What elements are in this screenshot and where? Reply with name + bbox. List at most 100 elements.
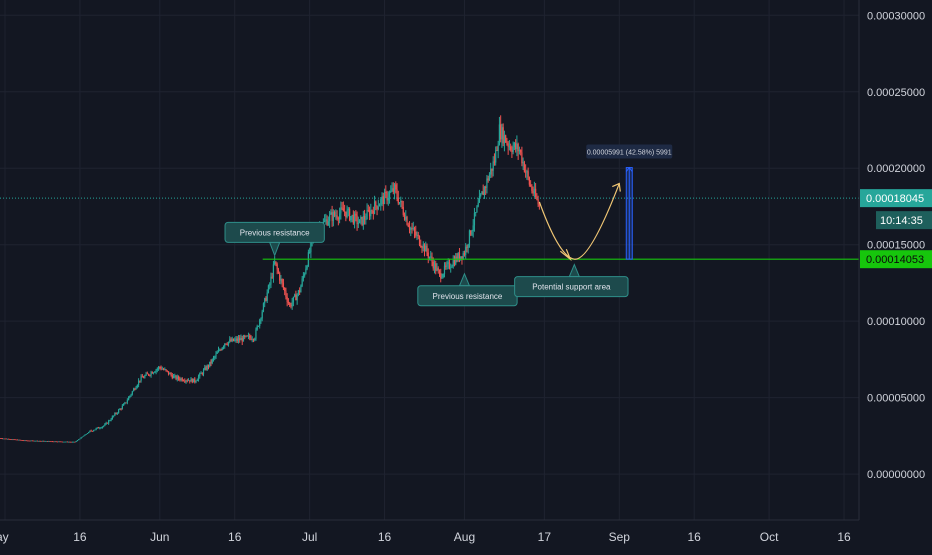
candle-up (156, 368, 158, 370)
candle-up (132, 388, 135, 392)
candle-down (342, 208, 344, 212)
candle-down (279, 273, 281, 281)
candle-down (74, 441, 76, 443)
candle-down (252, 339, 255, 341)
candle-up (366, 209, 368, 220)
candle-down (382, 196, 384, 205)
measure-label-bg (586, 144, 673, 159)
candle-up (79, 438, 81, 440)
price-axis[interactable]: 0.00030000 0.00025000 0.00020000 0.00015000… (858, 0, 932, 520)
candle-up (224, 343, 226, 347)
candle-down (207, 365, 210, 367)
candle-down (26, 440, 29, 442)
candle-down (413, 228, 416, 232)
candle-down (371, 210, 373, 211)
candle-up (301, 278, 303, 286)
candle-down (502, 127, 504, 144)
candle-up (261, 311, 263, 319)
candle-up (206, 365, 208, 370)
candle-up (387, 197, 389, 201)
candle-down (290, 304, 292, 307)
candle-up (99, 428, 101, 429)
candle-up (35, 440, 37, 442)
candle-up (310, 242, 312, 253)
candle-down (453, 260, 456, 265)
candle-down (66, 441, 69, 443)
candle-up (88, 432, 90, 434)
candle-up (130, 394, 132, 396)
candle-up (365, 219, 367, 220)
candle-up (24, 440, 26, 442)
candle-down (175, 375, 177, 380)
time-tick-label: Jul (302, 530, 317, 544)
candle-down (426, 245, 428, 253)
price-tick-label: 0.00025000 (867, 87, 925, 99)
candle-up (126, 400, 128, 403)
candle-down (284, 287, 286, 292)
projection-arrow-up (612, 182, 621, 192)
candle-up (501, 127, 503, 140)
candle-down (406, 216, 408, 225)
candle-up (229, 339, 231, 342)
candle-up (11, 439, 14, 441)
candle-up (108, 420, 110, 424)
candle-down (418, 236, 421, 246)
candle-down (368, 210, 371, 217)
candle-up (516, 144, 518, 150)
candle-up (174, 375, 176, 377)
candle-up (377, 206, 379, 210)
candle-down (403, 214, 406, 220)
candle-up (202, 369, 205, 375)
candle-up (492, 161, 494, 171)
candle-down (167, 371, 170, 375)
candle-up (495, 150, 497, 163)
candle-up (425, 245, 427, 252)
candle-down (363, 215, 366, 220)
candle-down (463, 253, 466, 255)
candle-down (461, 256, 463, 259)
candle-down (162, 369, 165, 370)
candle-down (407, 224, 409, 227)
candle-up (291, 302, 293, 307)
price-tick-label: 0.00010000 (867, 316, 925, 328)
candle-up (30, 440, 32, 442)
candle-up (78, 439, 80, 441)
candle-down (356, 215, 358, 225)
candle-up (443, 265, 446, 275)
level-lines (0, 197, 859, 260)
candle-up (116, 412, 118, 414)
candle-up (260, 318, 262, 320)
candle-down (523, 162, 525, 172)
time-tick-label: Jun (150, 530, 169, 544)
candle-down (440, 273, 442, 279)
candle-up (6, 438, 9, 440)
candle-down (201, 373, 203, 375)
candle-up (209, 361, 211, 367)
candle-up (95, 428, 97, 430)
candle-up (297, 290, 300, 295)
time-tick-label: 17 (538, 530, 552, 544)
candle-down (225, 343, 227, 345)
candle-down (220, 349, 222, 351)
candle-down (376, 205, 378, 210)
candle-up (393, 184, 396, 193)
time-tick-label: Aug (454, 530, 475, 544)
candle-up (347, 208, 349, 210)
candle-up (410, 227, 412, 230)
candle-up (54, 441, 56, 443)
candle-up (259, 319, 261, 327)
candle-up (75, 441, 77, 443)
candle-down (1, 438, 4, 440)
candle-down (507, 143, 509, 147)
candle-down (4, 438, 6, 440)
candle-down (448, 262, 451, 269)
candle-up (89, 430, 91, 433)
candle-down (510, 146, 512, 150)
candle-up (428, 257, 431, 258)
price-tick-label: 0.00005000 (867, 393, 925, 405)
time-axis[interactable]: ay 16 Jun 16 Jul 16 Aug 17 Sep 16 Oct 16 (0, 519, 859, 544)
time-tick-label: 16 (73, 530, 87, 544)
candle-down (166, 370, 168, 372)
candle-up (262, 303, 265, 312)
